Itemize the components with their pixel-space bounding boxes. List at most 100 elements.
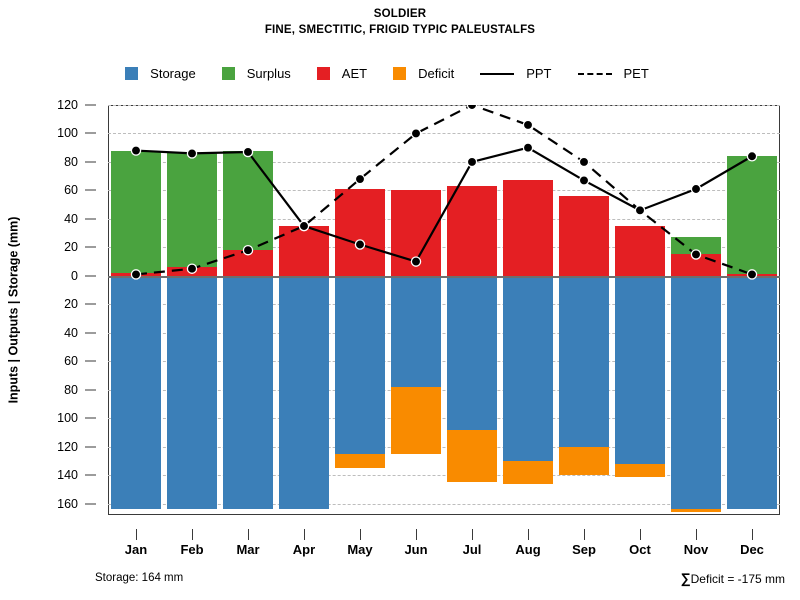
y-tick-label: 120 bbox=[57, 439, 78, 454]
bar-column[interactable] bbox=[503, 105, 553, 515]
x-tick-mark bbox=[304, 529, 305, 540]
x-tick-label: Jan bbox=[124, 542, 148, 557]
bar-column[interactable] bbox=[111, 105, 161, 515]
bar-segment-deficit bbox=[335, 453, 385, 469]
x-tick-label: Jun bbox=[404, 542, 428, 557]
x-tick-mark bbox=[472, 529, 473, 540]
bar-segment-deficit bbox=[447, 429, 497, 483]
x-tick-label: Apr bbox=[292, 542, 316, 557]
bar-segment-surplus bbox=[167, 153, 217, 268]
y-tick-mark bbox=[85, 104, 96, 106]
bar-segment-deficit bbox=[615, 463, 665, 477]
y-tick-label: 80 bbox=[64, 154, 78, 169]
x-tick-mark bbox=[416, 529, 417, 540]
y-tick-mark bbox=[85, 161, 96, 163]
legend-surplus-label: Surplus bbox=[246, 66, 291, 81]
bar-segment-aet bbox=[223, 250, 273, 276]
bar-column[interactable] bbox=[391, 105, 441, 515]
x-tick-mark bbox=[752, 529, 753, 540]
bar-segment-deficit bbox=[671, 509, 721, 513]
bar-series bbox=[108, 105, 780, 515]
y-tick-label: 120 bbox=[57, 98, 78, 112]
legend-storage-label: Storage bbox=[150, 66, 196, 81]
legend-pet[interactable]: PET bbox=[577, 66, 649, 81]
legend-ppt[interactable]: PPT bbox=[480, 66, 552, 81]
bar-column[interactable] bbox=[167, 105, 217, 515]
storage-note: Storage: 164 mm bbox=[95, 572, 184, 584]
title-line-1: SOLDIER bbox=[373, 8, 427, 20]
bar-segment-storage bbox=[559, 275, 609, 447]
chart-title: SOLDIER FINE, SMECTITIC, FRIGID TYPIC PA… bbox=[0, 6, 800, 38]
bar-column[interactable] bbox=[335, 105, 385, 515]
bar-segment-aet bbox=[615, 226, 665, 276]
legend-ppt-label: PPT bbox=[526, 66, 552, 81]
bar-segment-storage bbox=[615, 275, 665, 464]
y-tick-mark bbox=[85, 275, 96, 277]
x-tick-mark bbox=[248, 529, 249, 540]
y-tick-mark bbox=[85, 417, 96, 419]
legend-storage[interactable]: Storage bbox=[125, 66, 196, 81]
bar-column[interactable] bbox=[727, 105, 777, 515]
y-tick-mark bbox=[85, 332, 96, 334]
x-tick-mark bbox=[584, 529, 585, 540]
legend-deficit-label: Deficit bbox=[418, 66, 455, 81]
bar-segment-storage bbox=[111, 275, 161, 510]
legend-surplus[interactable]: Surplus bbox=[221, 66, 291, 81]
y-tick-mark bbox=[85, 474, 96, 476]
bar-column[interactable] bbox=[223, 105, 273, 515]
x-tick-label: Mar bbox=[236, 542, 260, 557]
y-tick-mark bbox=[85, 360, 96, 362]
x-tick-label: Oct bbox=[629, 542, 651, 557]
y-tick-mark bbox=[85, 446, 96, 448]
bar-segment-aet bbox=[279, 226, 329, 276]
y-axis-ticks: 120 100 80 60 40 20 0 20 40 60 80 100 120 140 160 bbox=[0, 98, 104, 515]
y-tick-label: 60 bbox=[64, 354, 78, 369]
bar-segment-deficit bbox=[503, 460, 553, 484]
sigma-symbol: ∑ bbox=[680, 570, 691, 586]
legend-aet[interactable]: AET bbox=[316, 66, 368, 81]
bar-segment-storage bbox=[335, 275, 385, 454]
bar-segment-storage bbox=[727, 275, 777, 510]
bar-column[interactable] bbox=[671, 105, 721, 515]
title-line-2: FINE, SMECTITIC, FRIGID TYPIC PALEUSTALF… bbox=[264, 24, 536, 36]
legend-deficit[interactable]: Deficit bbox=[393, 66, 454, 81]
deficit-note: ∑Deficit = -175 mm bbox=[681, 570, 785, 586]
legend-aet-label: AET bbox=[341, 66, 368, 81]
y-tick-label: 160 bbox=[57, 496, 78, 511]
grid-line bbox=[108, 475, 780, 477]
x-tick-label: Nov bbox=[683, 542, 709, 557]
bar-segment-storage bbox=[447, 275, 497, 430]
y-tick-label: 140 bbox=[57, 468, 78, 483]
bar-segment-surplus bbox=[671, 237, 721, 255]
legend-deficit-swatch bbox=[393, 67, 407, 80]
y-tick-mark bbox=[85, 503, 96, 505]
x-axis: Jan Feb Mar Apr May Jun Jul Aug Sep Oct Nov Dec bbox=[108, 515, 780, 565]
bar-segment-storage bbox=[279, 275, 329, 510]
bar-segment-aet bbox=[167, 267, 217, 276]
y-tick-label: 40 bbox=[64, 211, 78, 226]
y-tick-label: 60 bbox=[64, 183, 78, 198]
bar-segment-storage bbox=[671, 275, 721, 510]
bar-segment-aet bbox=[391, 190, 441, 276]
x-tick-mark bbox=[360, 529, 361, 540]
x-tick-label: Jul bbox=[462, 542, 482, 557]
legend-storage-swatch bbox=[125, 67, 139, 80]
grid-line bbox=[108, 389, 780, 391]
grid-line bbox=[108, 304, 780, 306]
bar-segment-storage bbox=[223, 275, 273, 510]
bar-column[interactable] bbox=[279, 105, 329, 515]
y-tick-label: 40 bbox=[64, 325, 78, 340]
bar-column[interactable] bbox=[447, 105, 497, 515]
bar-segment-aet bbox=[503, 180, 553, 276]
y-tick-label: 20 bbox=[64, 297, 78, 312]
bar-segment-aet bbox=[559, 196, 609, 276]
y-tick-label: 80 bbox=[64, 382, 78, 397]
bar-segment-surplus bbox=[727, 156, 777, 275]
plot-area bbox=[108, 105, 780, 515]
bar-column[interactable] bbox=[559, 105, 609, 515]
legend-surplus-swatch bbox=[221, 67, 235, 80]
zero-line bbox=[108, 275, 780, 278]
bar-column[interactable] bbox=[615, 105, 665, 515]
x-tick-label: Feb bbox=[180, 542, 204, 557]
bar-segment-aet bbox=[671, 254, 721, 276]
